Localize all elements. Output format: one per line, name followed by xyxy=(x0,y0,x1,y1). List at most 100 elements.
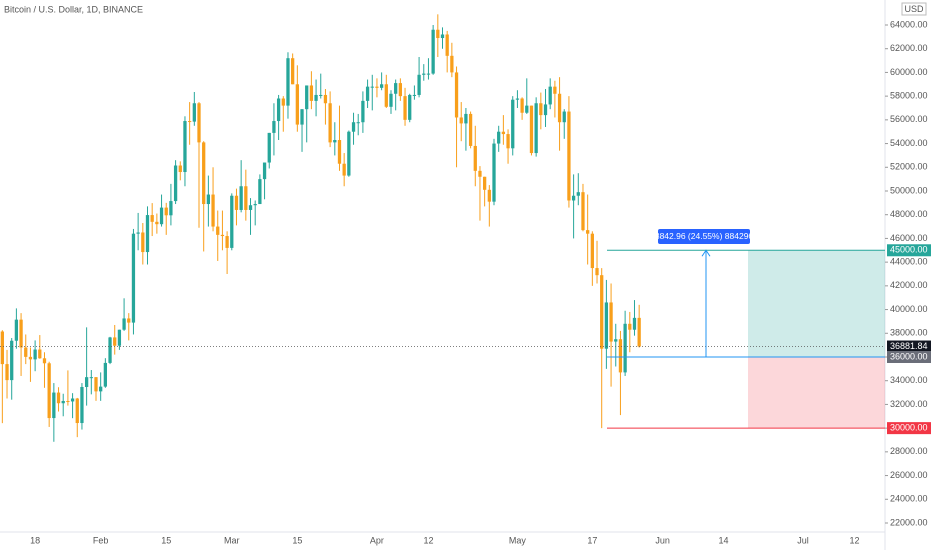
candle-body xyxy=(113,337,117,346)
y-tick-label: 40000.00 xyxy=(890,304,928,314)
y-tick-label: 48000.00 xyxy=(890,209,928,219)
measure-arrowhead xyxy=(701,249,711,257)
candle-body xyxy=(431,29,435,74)
candle-body xyxy=(459,117,463,124)
candle-body xyxy=(384,84,388,107)
candle-body xyxy=(553,86,557,94)
candle-body xyxy=(483,176,487,190)
candle-body xyxy=(590,233,594,269)
candle-body xyxy=(567,111,571,201)
profit-zone xyxy=(748,250,885,357)
candle-body xyxy=(84,377,89,387)
candle-body xyxy=(637,317,641,347)
candle-body xyxy=(454,72,459,118)
candle-body xyxy=(225,236,229,248)
candle-body xyxy=(492,143,496,202)
candle-body xyxy=(108,337,112,363)
candle-body xyxy=(206,194,211,205)
candle-body xyxy=(628,323,632,330)
candle-body xyxy=(548,86,552,105)
candle-body xyxy=(333,140,337,143)
candle-body xyxy=(66,400,70,402)
y-tick-label: 56000.00 xyxy=(890,114,928,124)
candle-body xyxy=(164,207,168,216)
y-tick-label: 38000.00 xyxy=(890,328,928,338)
candle-body xyxy=(159,207,164,225)
candle-body xyxy=(487,189,491,202)
candle-body xyxy=(408,94,412,120)
candle-body xyxy=(464,113,468,124)
candle-body xyxy=(42,358,47,364)
candle-body xyxy=(319,94,323,96)
candle-body xyxy=(403,96,407,120)
x-tick-label: Mar xyxy=(224,535,240,545)
y-tick-label: 54000.00 xyxy=(890,138,928,148)
y-tick-label: 22000.00 xyxy=(890,517,928,527)
candle-body xyxy=(600,275,604,349)
candle-body xyxy=(342,163,346,176)
candle-body xyxy=(497,131,501,144)
candle-body xyxy=(211,194,215,227)
candle-body xyxy=(450,55,454,73)
candle-body xyxy=(379,84,384,88)
x-tick-label: 15 xyxy=(161,535,171,545)
y-tick-label: 42000.00 xyxy=(890,280,928,290)
candle-body xyxy=(14,319,19,341)
candle-body xyxy=(586,230,590,234)
candle-body xyxy=(28,356,33,360)
candle-body xyxy=(33,349,37,360)
y-tick-label: 62000.00 xyxy=(890,43,928,53)
candle-body xyxy=(99,386,103,392)
candle-body xyxy=(370,86,374,88)
candle-body xyxy=(131,233,136,323)
candle-body xyxy=(202,142,206,205)
x-tick-label: 17 xyxy=(587,535,597,545)
candle-body xyxy=(529,105,534,154)
last-price-label: 36881.84 xyxy=(890,341,928,351)
x-tick-label: Jul xyxy=(797,535,809,545)
candle-body xyxy=(468,113,473,146)
measure-label: 8842.96 (24.55%) 884296 xyxy=(655,231,754,241)
candle-body xyxy=(440,34,445,39)
y-tick-label: 26000.00 xyxy=(890,470,928,480)
candle-body xyxy=(150,215,154,222)
x-tick-label: Jun xyxy=(655,535,670,545)
candle-body xyxy=(136,232,140,234)
y-tick-label: 28000.00 xyxy=(890,446,928,456)
candle-body xyxy=(506,134,510,149)
candle-body xyxy=(614,339,618,342)
y-tick-label: 46000.00 xyxy=(890,233,928,243)
x-tick-label: 12 xyxy=(423,535,433,545)
candle-body xyxy=(75,398,79,424)
candle-body xyxy=(248,205,253,210)
candle-body xyxy=(571,195,576,201)
stop-label: 30000.00 xyxy=(890,423,928,433)
candle-body xyxy=(356,122,360,124)
candle-body xyxy=(5,364,9,381)
candle-body xyxy=(361,100,365,123)
candle-body xyxy=(127,318,131,323)
candle-body xyxy=(272,121,276,133)
candle-body xyxy=(473,145,477,171)
x-tick-label: May xyxy=(509,535,527,545)
x-tick-label: 15 xyxy=(292,535,302,545)
y-tick-label: 34000.00 xyxy=(890,375,928,385)
candle-body xyxy=(103,362,107,387)
candle-body xyxy=(183,121,187,173)
candle-body xyxy=(632,317,637,330)
candle-body xyxy=(155,221,159,225)
y-tick-label: 52000.00 xyxy=(890,162,928,172)
candle-body xyxy=(618,339,623,373)
candle-body xyxy=(398,83,402,97)
candle-body xyxy=(314,94,318,101)
target-label: 45000.00 xyxy=(890,245,928,255)
candle-body xyxy=(253,204,257,206)
candle-body xyxy=(534,103,538,154)
candle-body xyxy=(70,398,75,402)
candle-body xyxy=(501,131,506,135)
candle-body xyxy=(286,58,290,106)
candle-body xyxy=(478,170,482,177)
candle-body xyxy=(52,392,56,419)
x-tick-label: 14 xyxy=(718,535,728,545)
candle-body xyxy=(220,234,225,237)
